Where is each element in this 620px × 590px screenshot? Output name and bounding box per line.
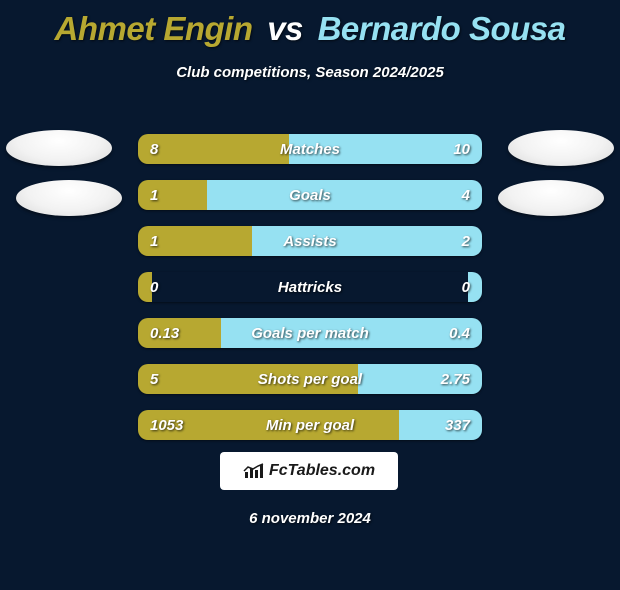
stat-value-left: 8 bbox=[150, 134, 158, 164]
stat-row: 52.75Shots per goal bbox=[138, 364, 482, 394]
stat-row: 810Matches bbox=[138, 134, 482, 164]
fctables-logo-text: FcTables.com bbox=[269, 462, 375, 480]
stat-row: 1053337Min per goal bbox=[138, 410, 482, 440]
stat-bars-container: 810Matches14Goals12Assists00Hattricks0.1… bbox=[138, 134, 482, 456]
player2-avatar-placeholder bbox=[508, 130, 614, 166]
stat-value-left: 5 bbox=[150, 364, 158, 394]
player1-name: Ahmet Engin bbox=[55, 10, 253, 47]
stat-bar-left bbox=[138, 134, 289, 164]
stat-bar-left bbox=[138, 180, 207, 210]
vs-separator: vs bbox=[267, 10, 303, 47]
stat-bar-right bbox=[468, 272, 482, 302]
stat-bar-right bbox=[252, 226, 482, 256]
chart-icon bbox=[243, 462, 265, 480]
stat-bar-right bbox=[207, 180, 482, 210]
subtitle: Club competitions, Season 2024/2025 bbox=[0, 64, 620, 81]
stat-value-right: 337 bbox=[445, 410, 470, 440]
stat-value-right: 2.75 bbox=[441, 364, 470, 394]
stat-value-left: 0 bbox=[150, 272, 158, 302]
stat-value-right: 2 bbox=[462, 226, 470, 256]
stat-value-left: 1 bbox=[150, 180, 158, 210]
player1-avatar-placeholder bbox=[6, 130, 112, 166]
stat-value-right: 0 bbox=[462, 272, 470, 302]
fctables-logo: FcTables.com bbox=[220, 452, 398, 490]
stat-row: 0 0Hattricks bbox=[138, 272, 482, 302]
stat-row: 14Goals bbox=[138, 180, 482, 210]
stat-value-right: 0.4 bbox=[449, 318, 470, 348]
stat-row: 12Assists bbox=[138, 226, 482, 256]
stat-value-left: 1 bbox=[150, 226, 158, 256]
stat-bar-right bbox=[221, 318, 482, 348]
player1-avatar-placeholder-2 bbox=[16, 180, 122, 216]
stat-row: 0.130.4Goals per match bbox=[138, 318, 482, 348]
stat-value-right: 10 bbox=[453, 134, 470, 164]
stat-label: Hattricks bbox=[138, 272, 482, 302]
player2-name: Bernardo Sousa bbox=[318, 10, 566, 47]
stat-value-left: 1053 bbox=[150, 410, 183, 440]
stat-value-left: 0.13 bbox=[150, 318, 179, 348]
stat-bar-left bbox=[138, 364, 358, 394]
player2-avatar-placeholder-2 bbox=[498, 180, 604, 216]
comparison-title: Ahmet Engin vs Bernardo Sousa bbox=[0, 10, 620, 48]
date-stamp: 6 november 2024 bbox=[0, 510, 620, 527]
stat-value-right: 4 bbox=[462, 180, 470, 210]
